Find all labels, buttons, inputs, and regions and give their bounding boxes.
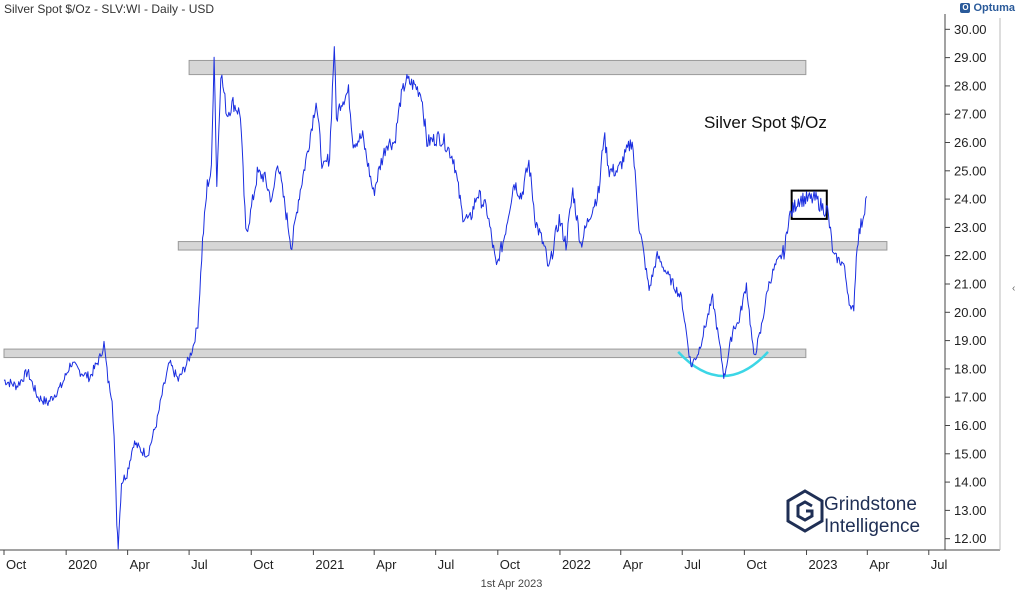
x-tick-label: 2023 bbox=[809, 557, 838, 572]
y-tick-label: 15.00 bbox=[954, 446, 987, 461]
grindstone-g-icon bbox=[796, 500, 814, 522]
x-tick-label: Jul bbox=[931, 557, 948, 572]
y-tick-label: 16.00 bbox=[954, 418, 987, 433]
x-tick-label: Jul bbox=[684, 557, 701, 572]
collapse-panel-icon[interactable]: ‹ bbox=[1012, 283, 1016, 294]
x-tick-label: Oct bbox=[6, 557, 27, 572]
price-series-line bbox=[3, 46, 868, 550]
chart-title: Silver Spot $/Oz bbox=[704, 113, 827, 132]
axes: 12.00 13.00 14.00 15.00 16.00 17.00 18.00 19.00… bbox=[0, 14, 1001, 572]
optuma-logo-icon: O bbox=[960, 3, 971, 13]
y-tick-label: 13.00 bbox=[954, 503, 987, 518]
brand-line2: Intelligence bbox=[824, 516, 920, 537]
x-tick-label: Oct bbox=[253, 557, 274, 572]
y-tick-label: 28.00 bbox=[954, 78, 987, 93]
y-tick-label: 17.00 bbox=[954, 390, 987, 405]
grindstone-hexagon-icon bbox=[786, 489, 824, 533]
y-tick-label: 23.00 bbox=[954, 220, 987, 235]
brand-line1: Grindstone bbox=[824, 494, 917, 515]
y-tick-label: 27.00 bbox=[954, 107, 987, 122]
consolidation-box bbox=[790, 189, 828, 220]
x-tick-label: 2021 bbox=[315, 557, 344, 572]
y-tick-label: 14.00 bbox=[954, 475, 987, 490]
x-tick-label: Oct bbox=[746, 557, 767, 572]
zone-band-1 bbox=[188, 59, 807, 76]
optuma-logo: O Optuma bbox=[960, 2, 1015, 14]
x-tick-label: Apr bbox=[623, 557, 644, 572]
y-tick-label: 25.00 bbox=[954, 163, 987, 178]
optuma-logo-text: Optuma bbox=[973, 2, 1015, 14]
x-tick-label: Jul bbox=[438, 557, 455, 572]
x-tick-label: 2022 bbox=[562, 557, 591, 572]
chart-header-title: Silver Spot $/Oz - SLV:WI - Daily - USD bbox=[4, 2, 215, 16]
x-tick-label: Jul bbox=[191, 557, 208, 572]
x-tick-label: Apr bbox=[130, 557, 151, 572]
x-tick-label: Oct bbox=[500, 557, 521, 572]
y-tick-label: 30.00 bbox=[954, 22, 987, 37]
y-tick-label: 20.00 bbox=[954, 305, 987, 320]
price-series bbox=[3, 46, 868, 550]
support-resistance-zones bbox=[3, 59, 888, 359]
chart-footer-date: 1st Apr 2023 bbox=[480, 578, 543, 590]
chart-canvas: 12.00 13.00 14.00 15.00 16.00 17.00 18.00 19.00… bbox=[0, 14, 1001, 572]
y-tick-label: 21.00 bbox=[954, 277, 987, 292]
y-tick-label: 22.00 bbox=[954, 248, 987, 263]
y-tick-label: 18.00 bbox=[954, 361, 987, 376]
y-tick-label: 24.00 bbox=[954, 192, 987, 207]
y-tick-label: 29.00 bbox=[954, 50, 987, 65]
y-tick-label: 12.00 bbox=[954, 531, 987, 546]
zone-band-3 bbox=[3, 348, 807, 359]
consolidation-box-rect bbox=[790, 189, 828, 220]
y-tick-label: 26.00 bbox=[954, 135, 987, 150]
zone-band-2 bbox=[177, 241, 888, 251]
x-tick-label: Apr bbox=[376, 557, 397, 572]
y-tick-label: 19.00 bbox=[954, 333, 987, 348]
x-tick-label: Apr bbox=[869, 557, 890, 572]
x-tick-label: 2020 bbox=[68, 557, 97, 572]
